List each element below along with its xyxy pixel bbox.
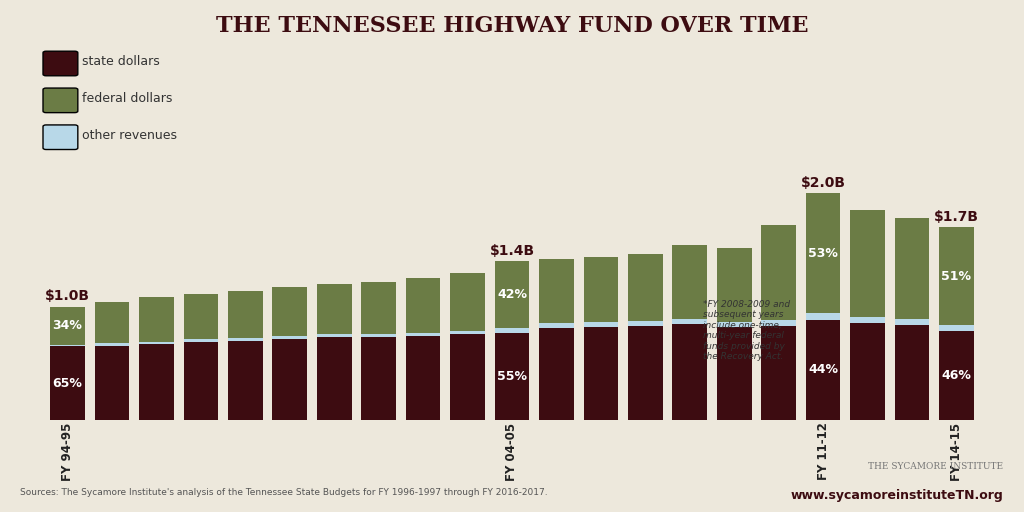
Bar	[95, 346, 129, 420]
Bar	[95, 302, 129, 343]
Text: 44%: 44%	[808, 364, 838, 376]
Bar	[628, 321, 663, 326]
Text: 34%: 34%	[52, 319, 83, 332]
Text: state dollars: state dollars	[82, 55, 160, 68]
Bar	[50, 307, 85, 345]
Bar	[406, 336, 440, 420]
Bar	[316, 284, 351, 334]
Bar	[939, 331, 974, 420]
Bar	[139, 297, 174, 342]
Bar	[717, 322, 752, 327]
Bar	[717, 248, 752, 322]
Bar	[316, 337, 351, 420]
Text: other revenues: other revenues	[82, 129, 177, 142]
Text: $1.4B: $1.4B	[489, 244, 535, 258]
Bar	[139, 344, 174, 420]
Bar	[228, 291, 263, 338]
Bar	[272, 336, 307, 339]
Bar	[806, 320, 841, 420]
Bar	[939, 227, 974, 326]
Bar	[95, 343, 129, 346]
Bar	[183, 294, 218, 339]
Text: Sources: The Sycamore Institute's analysis of the Tennessee State Budgets for FY: Sources: The Sycamore Institute's analys…	[20, 487, 548, 497]
Text: 46%: 46%	[941, 369, 972, 382]
Bar	[361, 282, 396, 334]
Bar	[850, 324, 885, 420]
Text: 53%: 53%	[808, 247, 838, 260]
Text: $1.0B: $1.0B	[45, 289, 90, 303]
Bar	[451, 272, 485, 331]
Bar	[495, 328, 529, 333]
Text: 55%: 55%	[497, 370, 527, 383]
Text: THE SYCAMORE INSTITUTE: THE SYCAMORE INSTITUTE	[868, 462, 1004, 471]
Bar	[673, 245, 708, 318]
Bar	[50, 346, 85, 420]
Bar	[584, 322, 618, 327]
Text: 65%: 65%	[52, 376, 83, 390]
Text: $1.7B: $1.7B	[934, 210, 979, 224]
Bar	[183, 339, 218, 342]
Text: THE TENNESSEE HIGHWAY FUND OVER TIME: THE TENNESSEE HIGHWAY FUND OVER TIME	[216, 15, 808, 37]
Bar	[451, 331, 485, 334]
Bar	[673, 324, 708, 420]
Bar	[272, 339, 307, 420]
Bar	[939, 326, 974, 331]
Bar	[761, 321, 796, 326]
Bar	[50, 345, 85, 346]
Text: $2.0B: $2.0B	[801, 176, 846, 190]
Bar	[628, 326, 663, 420]
Text: *FY 2008-2009 and
subsequent years
include one-time,
multi-year federal
funds pr: *FY 2008-2009 and subsequent years inclu…	[703, 300, 791, 361]
Bar	[406, 333, 440, 336]
Bar	[495, 261, 529, 328]
Text: 51%: 51%	[941, 270, 972, 283]
Bar	[761, 225, 796, 321]
Bar	[139, 342, 174, 344]
Bar	[272, 287, 307, 336]
Bar	[717, 327, 752, 420]
Bar	[850, 317, 885, 324]
Bar	[584, 327, 618, 420]
Bar	[406, 278, 440, 333]
Bar	[895, 218, 929, 319]
Text: www.sycamoreinstituteTN.org: www.sycamoreinstituteTN.org	[791, 489, 1004, 502]
Text: 42%: 42%	[497, 288, 527, 301]
Bar	[183, 342, 218, 420]
Bar	[806, 193, 841, 313]
Bar	[539, 259, 573, 323]
Bar	[316, 334, 351, 337]
Bar	[895, 319, 929, 325]
Bar	[539, 323, 573, 328]
Bar	[228, 341, 263, 420]
Bar	[539, 328, 573, 420]
Text: federal dollars: federal dollars	[82, 92, 172, 105]
Bar	[228, 338, 263, 341]
Bar	[628, 254, 663, 321]
Bar	[850, 210, 885, 317]
Bar	[451, 334, 485, 420]
Bar	[806, 313, 841, 320]
Bar	[361, 337, 396, 420]
Bar	[495, 333, 529, 420]
Bar	[673, 318, 708, 324]
Bar	[895, 325, 929, 420]
Bar	[361, 334, 396, 337]
Bar	[584, 257, 618, 322]
Bar	[761, 326, 796, 420]
